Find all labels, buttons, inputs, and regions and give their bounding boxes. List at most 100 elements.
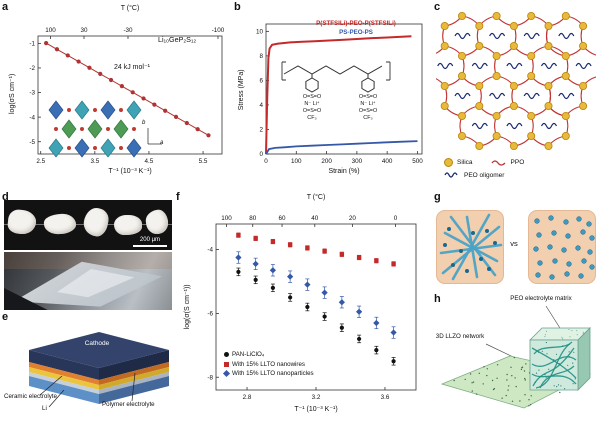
stress-strain-chart: 0 100 200 300 400 500 0 2 4 6 8 10	[256, 23, 423, 165]
data-point	[322, 248, 327, 254]
nanoparticle	[552, 258, 558, 264]
data-point	[184, 120, 189, 126]
nanoparticle-dot	[471, 231, 475, 235]
polyhedron	[100, 138, 116, 158]
compound-label: Li₁₀GeP₂S₁₂	[158, 35, 197, 44]
li-atom	[80, 127, 84, 131]
legend-entry-nanowires: With 15% LLTO nanowires	[224, 360, 314, 370]
data-point	[253, 277, 258, 282]
tick-label: 3.5	[90, 158, 99, 165]
legend-entry-pan: PAN-LiClO₄	[224, 350, 314, 360]
cathode-left-face	[29, 350, 99, 380]
bracket-right	[386, 61, 391, 81]
benzene-ring-left	[305, 77, 319, 93]
sheet-speckle	[471, 382, 473, 384]
sheet-speckle	[524, 377, 526, 380]
nanoparticle-dot	[443, 243, 447, 247]
data-point	[195, 127, 200, 132]
peo-oligomer-squiggle	[471, 62, 488, 70]
cube-speckle	[557, 384, 560, 386]
polyhedron	[74, 100, 90, 120]
silica-particle	[492, 52, 501, 61]
nanoparticle	[576, 216, 582, 222]
y-axis-label-a: log(σS cm⁻¹)	[9, 73, 17, 114]
panel-label-e: e	[2, 311, 9, 323]
silica-particle	[509, 102, 518, 111]
substituent-label: O=S=O	[302, 108, 322, 114]
data-point	[305, 245, 310, 251]
chemical-structure: O=S=O N⁻ Li⁺ O=S=O CF₃ O=S=O N⁻ Li⁺ O=S=…	[278, 58, 396, 154]
top-axis-title-f: T (°C)	[306, 194, 326, 201]
tick-label: 40	[311, 215, 319, 222]
data-point	[76, 59, 81, 64]
data-point	[304, 281, 311, 288]
nanoparticle	[566, 261, 572, 267]
tick-label: 400	[382, 158, 393, 165]
data-point	[252, 260, 259, 268]
peo-oligomer-squiggle	[523, 92, 540, 100]
polyhedron	[126, 100, 142, 120]
tick-label: 4.5	[145, 158, 154, 165]
data-point	[355, 308, 363, 315]
tick-label: 30	[80, 27, 88, 34]
li-layer-right	[99, 376, 169, 404]
tick-label: 0	[394, 215, 398, 222]
sheet-speckle	[520, 368, 523, 371]
cube-speckle	[555, 353, 558, 355]
cube-speckle	[548, 368, 550, 370]
sheet-speckle	[506, 373, 508, 376]
cube-speckle	[572, 383, 574, 385]
nanoparticle-drawing	[533, 215, 595, 280]
sheet-speckle	[478, 372, 480, 374]
llzo-strand	[539, 365, 575, 389]
cube-speckle	[553, 359, 555, 361]
sheet-speckle	[559, 391, 561, 394]
polymer-electrolyte-label: Polymer electrolyte	[102, 401, 155, 408]
membrane-pieces-photo: 200 μm	[4, 200, 172, 250]
tick-label: 300	[352, 158, 363, 165]
sheet-speckle	[486, 374, 488, 377]
substituent-stack-left: O=S=O N⁻ Li⁺ O=S=O CF₃	[288, 94, 336, 122]
panel-label-b: b	[234, 1, 241, 13]
data-point	[130, 90, 135, 95]
tick-label: 0	[264, 158, 268, 165]
cube-top-speckle	[582, 333, 584, 335]
nanoparticle	[549, 274, 555, 280]
silica-particle	[457, 72, 466, 81]
tick-label: 3.2	[312, 394, 321, 401]
data-point	[152, 102, 157, 107]
peo-oligomer-squiggle	[523, 32, 540, 40]
substituent-label: O=S=O	[302, 94, 322, 100]
nanoparticle	[537, 260, 543, 266]
data-point	[288, 295, 293, 300]
series-line	[265, 35, 412, 155]
data-point	[163, 108, 168, 113]
polyhedron	[126, 138, 142, 158]
cube-top-speckle	[544, 336, 546, 338]
llzo-strand	[531, 373, 577, 385]
sheet-speckle	[510, 366, 512, 368]
silica-particle	[561, 12, 570, 20]
nanoparticle-dot	[451, 263, 455, 267]
cube-top-speckle	[546, 330, 547, 332]
sheet-speckle	[475, 393, 478, 395]
red-square-marker-icon	[224, 361, 229, 367]
silica-particle	[579, 21, 588, 30]
cube-top-speckle	[569, 336, 571, 338]
li-label: Li	[42, 405, 47, 412]
cube-speckle	[564, 388, 566, 390]
li-leader-line	[48, 389, 65, 408]
polyhedron	[48, 100, 64, 120]
silica-particle	[440, 42, 449, 51]
polyhedron	[113, 119, 129, 139]
nanoparticle	[581, 258, 587, 264]
cube-top-speckle	[561, 336, 563, 338]
flexible-film-photo	[4, 252, 172, 310]
tick-label: 2.5	[36, 158, 45, 165]
data-point	[65, 53, 70, 58]
cube-speckle	[545, 341, 547, 344]
tick-label: 2	[259, 127, 263, 134]
silica-particle	[544, 141, 553, 150]
panel-label-d: d	[2, 191, 9, 203]
li-atom	[93, 146, 97, 150]
